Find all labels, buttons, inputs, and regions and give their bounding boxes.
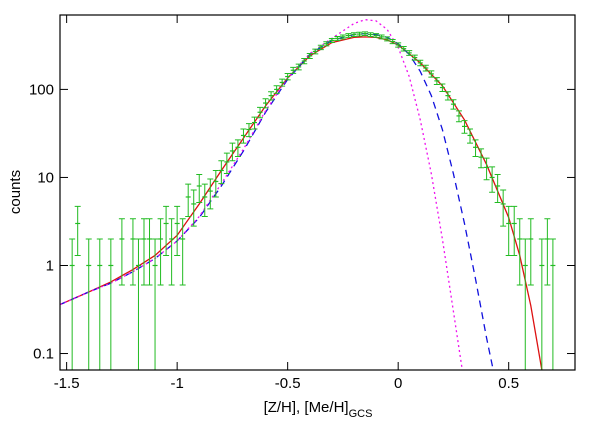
error-bar xyxy=(478,148,485,169)
error-bar xyxy=(223,152,230,174)
y-tick-label: 10 xyxy=(37,169,54,186)
error-bar xyxy=(69,238,76,370)
error-bar xyxy=(467,128,474,144)
error-bar xyxy=(549,238,556,370)
error-bar xyxy=(85,238,92,370)
error-bar xyxy=(544,218,551,286)
y-tick-label: 0.1 xyxy=(33,346,54,363)
x-tick-label: -0.5 xyxy=(275,375,301,392)
error-bar xyxy=(218,160,225,185)
error-bar xyxy=(179,218,186,286)
error-bar xyxy=(489,166,496,193)
error-bar xyxy=(146,218,153,286)
x-tick-label: 0 xyxy=(394,375,402,392)
error-bar xyxy=(201,183,208,218)
error-bar xyxy=(212,169,219,198)
y-axis-label: counts xyxy=(7,170,24,214)
model-curve xyxy=(60,18,463,370)
error-bar xyxy=(96,238,103,370)
error-bar xyxy=(500,189,507,227)
error-bar xyxy=(140,218,147,286)
error-bar xyxy=(483,157,490,181)
model-curve xyxy=(60,32,494,370)
error-bar xyxy=(196,174,203,203)
y-tick-label: 100 xyxy=(29,81,54,98)
error-bar xyxy=(240,128,247,144)
error-bar xyxy=(74,205,81,256)
plot-frame xyxy=(59,14,576,371)
error-bar xyxy=(174,205,181,256)
x-axis-label-sub: GCS xyxy=(349,408,373,419)
error-bar xyxy=(527,218,534,286)
error-bar xyxy=(472,139,479,157)
error-bar xyxy=(505,205,512,256)
error-bar xyxy=(163,205,170,256)
error-bar xyxy=(207,178,214,210)
error-bar xyxy=(118,218,125,286)
error-bar xyxy=(190,189,197,227)
error-bar xyxy=(107,238,114,370)
model-curve xyxy=(60,36,543,370)
error-bar xyxy=(168,218,175,286)
error-bar xyxy=(538,238,545,370)
y-tick-label: 1 xyxy=(46,257,54,274)
error-bar xyxy=(157,218,164,286)
error-bar xyxy=(516,218,523,286)
x-tick-label: -1.5 xyxy=(54,375,80,392)
error-bar xyxy=(129,218,136,286)
x-tick-label: 0.5 xyxy=(498,375,519,392)
error-bar xyxy=(522,238,529,370)
x-axis-label: [Z/H], [Me/H]GCS xyxy=(264,399,373,419)
x-axis-label-main: [Z/H], [Me/H] xyxy=(264,399,349,416)
error-bar xyxy=(511,205,518,256)
plot-area xyxy=(60,18,556,370)
error-bar xyxy=(234,139,241,157)
error-bar xyxy=(152,238,159,370)
error-bar xyxy=(185,183,192,218)
x-tick-label: -1 xyxy=(170,375,183,392)
error-bar xyxy=(494,174,501,203)
error-bar xyxy=(229,142,236,162)
error-bar xyxy=(135,238,142,370)
